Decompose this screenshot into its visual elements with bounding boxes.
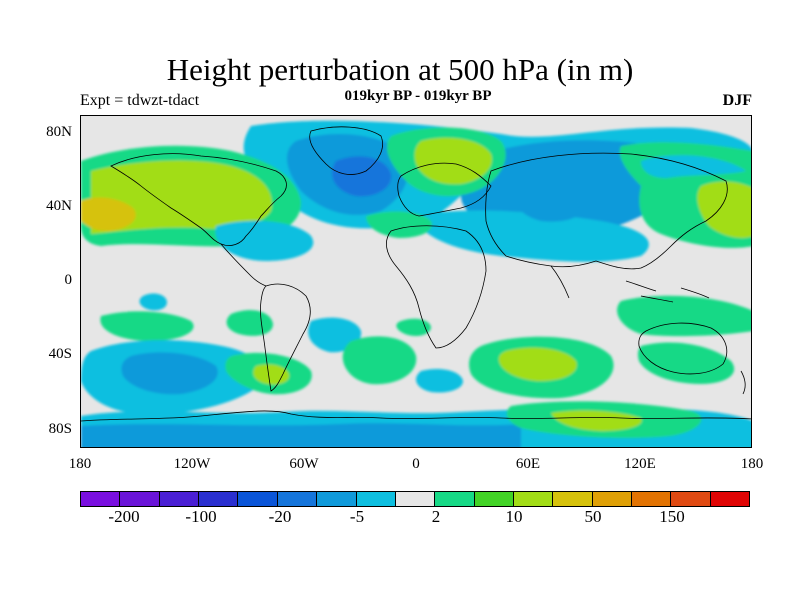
map-canvas [81,116,751,447]
coast-greenland [309,126,383,175]
field-nwpacific-core [697,181,751,238]
y-tick-label: 40S [48,346,72,362]
field-gulf-neg [215,220,314,261]
coastlines [81,126,751,422]
field-npacific-core [81,197,136,232]
colorbar-label: 10 [505,507,523,526]
field-trop-pos-4 [396,318,431,336]
coast-africa [386,225,487,349]
field-mediterranean-pos [366,211,432,238]
colorbar-label: -20 [268,507,292,526]
colorbar-label: 2 [431,507,441,526]
colorbar-swatch [81,492,121,506]
x-tick-label: 60W [289,456,319,472]
season-label: DJF [722,92,752,109]
colorbar-label: -5 [349,507,365,526]
x-tick-label: 0 [412,456,420,472]
colorbar-swatch [120,492,160,506]
colorbar-swatch [513,492,554,506]
field-asia-neg [411,210,649,262]
colorbar-swatch [199,492,239,506]
colorbar-swatch [277,492,318,506]
colorbar-swatch [710,492,750,506]
field-trop-pos-1 [100,311,194,341]
colorbar-swatch [159,492,200,506]
colorbar-swatch [671,492,711,506]
colorbar-swatch [435,492,475,506]
x-tick-label: 60E [515,456,541,472]
field-pacific-neg-ring [641,155,746,178]
field-spacific-core [121,352,218,395]
colorbar-label: 50 [584,507,602,526]
coast-central-america [220,243,267,287]
colorbar-label: -200 [108,507,140,526]
colorbar-swatch [632,492,672,506]
y-tick-label: 0 [64,272,73,288]
colorbar-swatch [317,492,357,506]
x-tick-label: 180 [68,456,92,472]
field-antarctic-pos-core [551,410,642,431]
period-label: 019kyr BP - 019kyr BP [344,88,492,104]
field-satl-pos [342,336,417,385]
field-satl-neg [308,317,362,353]
field-trop-pos-2 [226,310,273,336]
field-trop-pos-3 [617,295,751,337]
colorbar [80,491,750,507]
plot-title: Height perturbation at 500 hPa (in m) [166,52,634,87]
anomaly-fields [81,120,751,447]
x-tick-label: 120W [173,456,211,472]
map-panel [80,115,752,448]
colorbar-swatch [553,492,593,506]
y-tick-label: 80S [48,421,72,437]
field-antarctic-core [81,423,521,447]
coast-se-asia [625,280,710,303]
colorbar-swatch [395,492,436,506]
field-sindian-neg [416,369,463,393]
field-aus-pos [637,342,735,384]
coast-europe [397,162,492,217]
x-tick-label: 180 [740,456,764,472]
experiment-label: Expt = tdwzt-tdact [80,92,200,109]
field-scandinavia-core [414,137,492,185]
colorbar-label: -100 [185,507,217,526]
coast-antarctica [81,410,751,422]
coast-south-america [260,283,311,392]
field-atlantic-core [332,156,392,197]
field-namerica-pos [91,160,272,234]
colorbar-swatch [592,492,633,506]
colorbar-swatch [238,492,278,506]
field-sio-core [498,347,577,382]
coast-australia [638,322,728,375]
colorbar-swatch [356,492,396,506]
coast-india [550,265,570,299]
coast-new-zealand [740,370,746,395]
field-central-asia-core [517,185,587,222]
colorbar-label: 150 [659,507,685,526]
y-tick-label: 80N [46,124,72,140]
coast-asia [485,152,728,270]
coast-north-america [110,153,287,246]
colorbar-swatch [474,492,514,506]
y-tick-label: 40N [46,198,72,214]
x-tick-label: 120E [624,456,656,472]
field-trop-neg-1 [139,293,167,311]
